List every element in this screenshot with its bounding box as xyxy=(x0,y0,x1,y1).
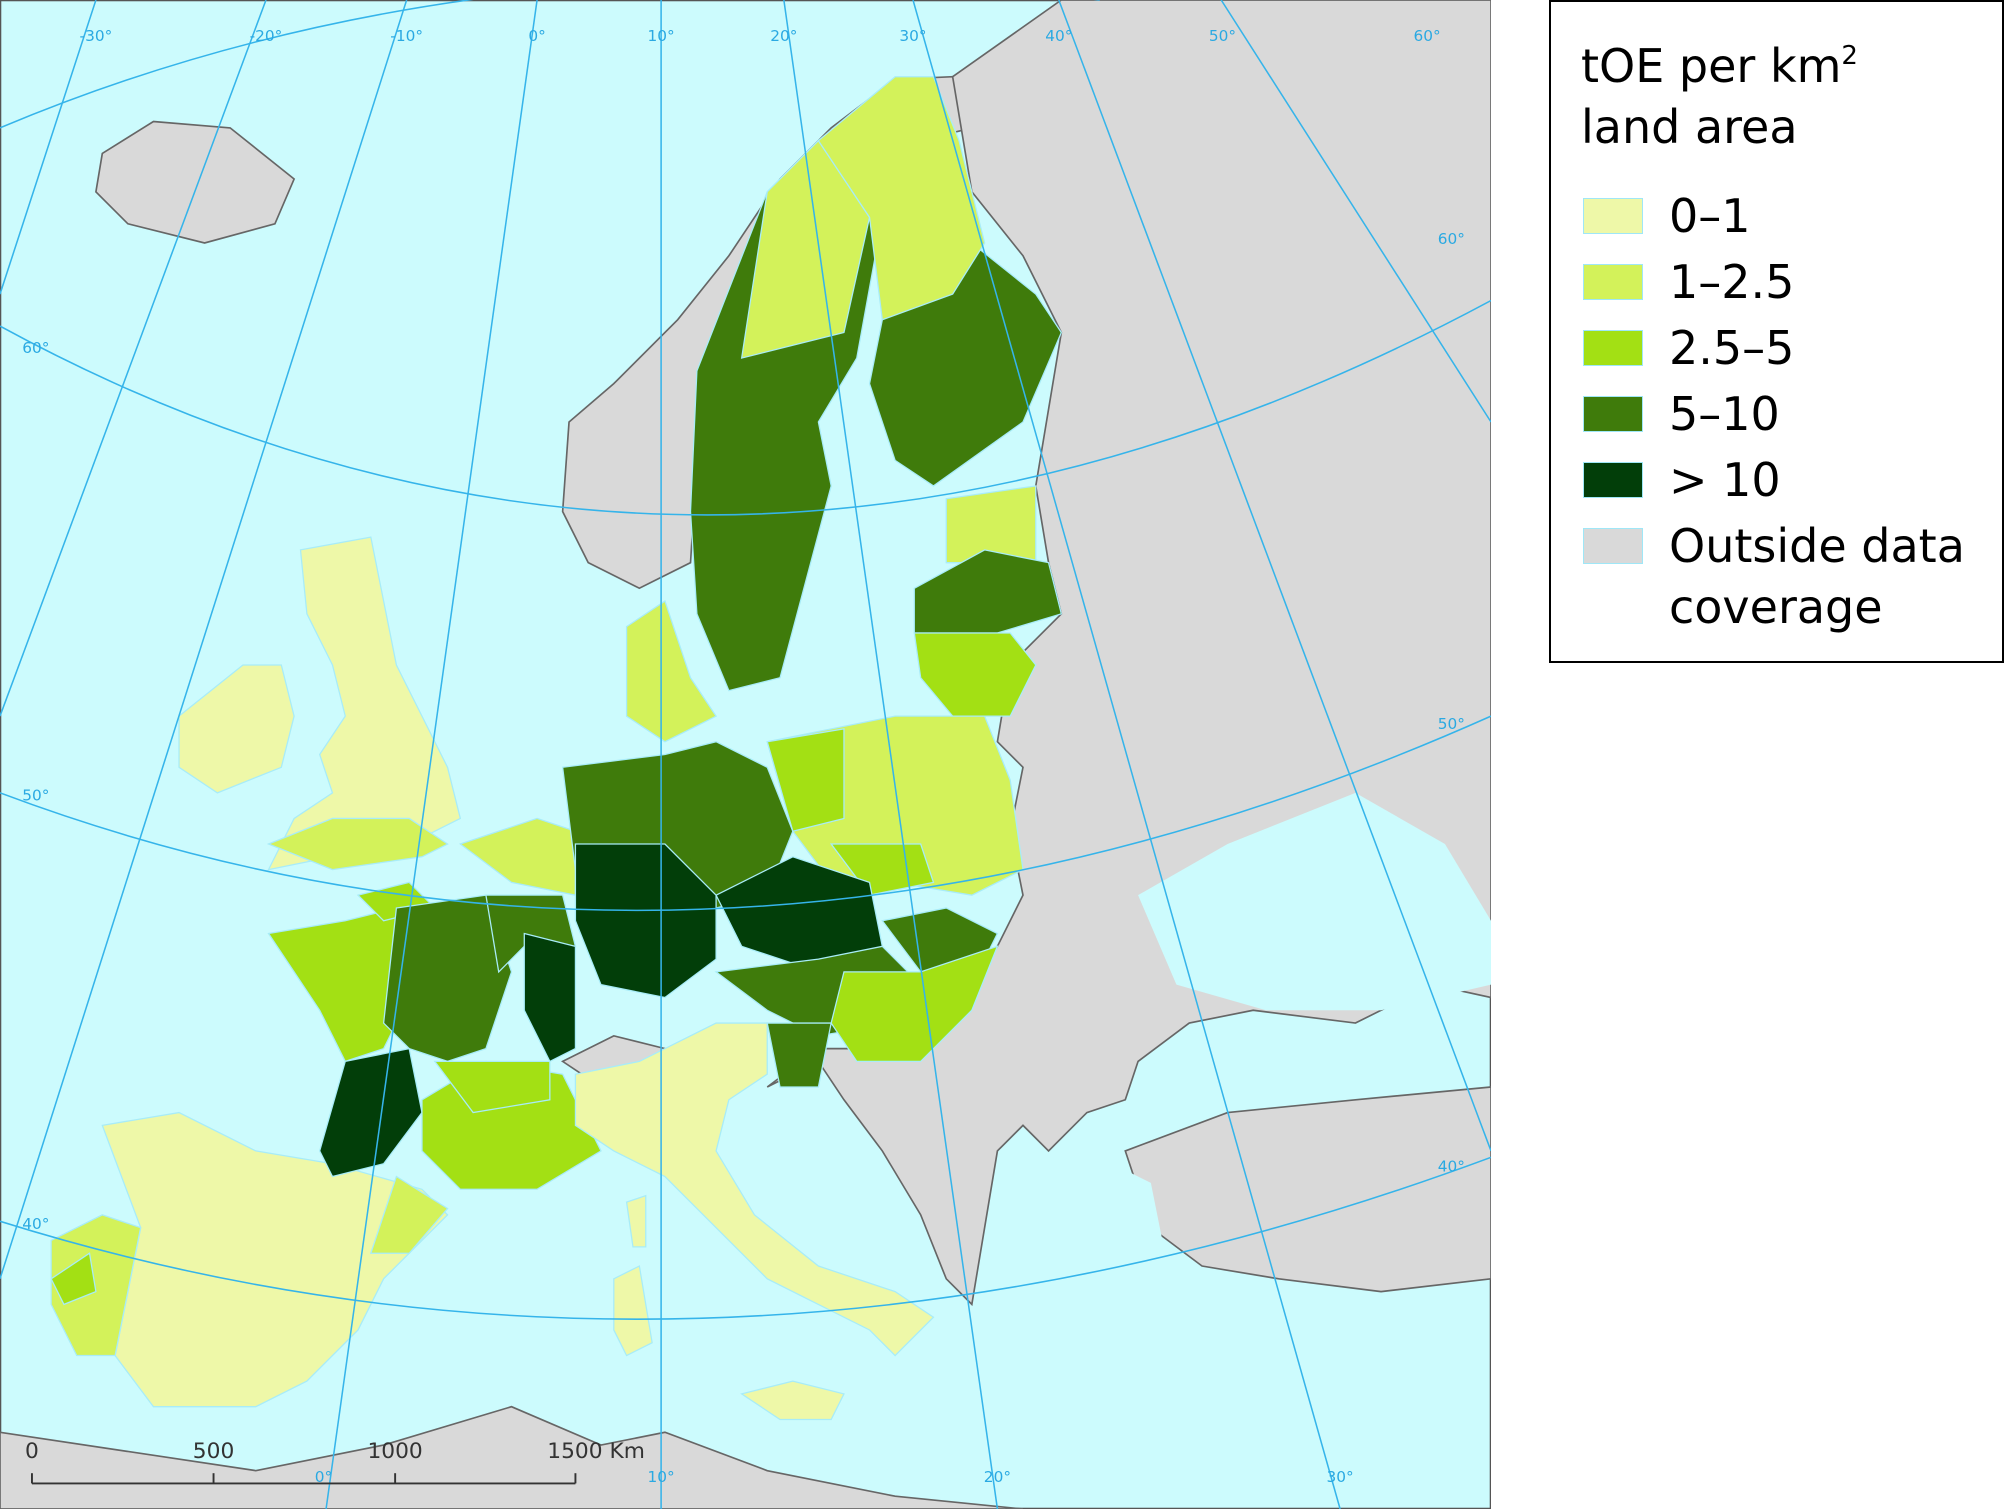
region xyxy=(574,843,717,999)
region xyxy=(740,1380,845,1421)
latitude-label: 60° xyxy=(22,339,49,357)
region xyxy=(766,728,845,832)
region xyxy=(318,1047,423,1178)
legend-swatch xyxy=(1583,396,1643,432)
region xyxy=(613,1265,653,1357)
region xyxy=(523,932,577,1063)
longitude-label: -10° xyxy=(390,27,423,45)
region xyxy=(574,1022,935,1357)
aegean-sea xyxy=(1054,1150,1171,1369)
region xyxy=(766,1022,832,1088)
legend-label: 2.5–5 xyxy=(1669,321,1795,375)
latitude-label: 50° xyxy=(22,787,49,805)
map: -30° -20° -10° 0° 10° 20° 30° 40° 50° 60… xyxy=(0,0,1491,1509)
longitude-label: 0° xyxy=(528,27,545,45)
parallel xyxy=(0,1156,1491,1320)
longitude-label: -30° xyxy=(80,27,113,45)
region xyxy=(50,1252,97,1306)
latitude-label: 40° xyxy=(1438,1157,1465,1175)
legend-label: > 10 xyxy=(1669,453,1781,507)
legend-title-line: land area xyxy=(1581,100,1798,154)
latitude-label: 40° xyxy=(22,1215,49,1233)
meridian xyxy=(0,0,267,717)
scale-bar xyxy=(31,1473,577,1485)
legend-label: Outside data coverage xyxy=(1669,519,1965,634)
scale-label: 500 xyxy=(193,1439,234,1464)
region xyxy=(433,1060,551,1114)
legend-swatch xyxy=(1583,330,1643,366)
legend-swatch xyxy=(1583,528,1643,564)
longitude-label: 30° xyxy=(1327,1468,1354,1486)
legend: tOE per km2 land area 0–1 1–2.5 2.5–5 5–10 > … xyxy=(1549,0,2004,663)
legend-swatch xyxy=(1583,198,1643,234)
legend-swatch xyxy=(1583,264,1643,300)
black-sea xyxy=(1138,792,1491,1011)
region xyxy=(50,1214,142,1357)
longitude-label: 40° xyxy=(1045,27,1072,45)
legend-title-text: tOE per km xyxy=(1581,39,1842,93)
graticule xyxy=(0,0,1491,1509)
region xyxy=(830,945,999,1063)
longitude-label: 20° xyxy=(984,1468,1011,1486)
meridian xyxy=(1058,0,1491,1152)
land xyxy=(95,120,296,244)
longitude-label: 10° xyxy=(648,1468,675,1486)
scale-label: 1000 xyxy=(367,1439,422,1464)
region xyxy=(266,817,449,871)
longitude-label: 20° xyxy=(770,27,797,45)
parallel xyxy=(0,0,1100,129)
meridian xyxy=(783,0,999,1509)
legend-title: tOE per km2 land area xyxy=(1581,36,1858,158)
region xyxy=(625,600,718,743)
scale-labels: 0 500 1000 1500 Km xyxy=(25,1439,645,1464)
land xyxy=(1124,1086,1491,1293)
region xyxy=(625,1194,647,1248)
meridian xyxy=(1220,0,1491,423)
parallel xyxy=(0,299,1491,516)
meridian xyxy=(0,0,408,1280)
graticule-labels: -30° -20° -10° 0° 10° 20° 30° 40° 50° 60… xyxy=(22,27,1465,1486)
region xyxy=(178,664,295,794)
legend-swatch xyxy=(1583,462,1643,498)
longitude-label: -20° xyxy=(250,27,283,45)
longitude-label: 30° xyxy=(899,27,926,45)
parallel xyxy=(0,715,1491,912)
meridian xyxy=(0,0,97,295)
regions xyxy=(50,76,1063,1421)
longitude-label: 10° xyxy=(648,27,675,45)
region xyxy=(913,632,1037,717)
longitude-label: 60° xyxy=(1413,27,1440,45)
longitude-label: 0° xyxy=(315,1468,332,1486)
latitude-label: 60° xyxy=(1438,230,1465,248)
legend-label: 1–2.5 xyxy=(1669,255,1795,309)
region xyxy=(369,1175,449,1254)
meridian xyxy=(912,0,1341,1509)
legend-title-superscript: 2 xyxy=(1841,41,1858,71)
legend-label: 0–1 xyxy=(1669,189,1751,243)
legend-label: 5–10 xyxy=(1669,387,1780,441)
scale-label: 1500 Km xyxy=(547,1439,645,1464)
latitude-label: 50° xyxy=(1438,715,1465,733)
longitude-label: 50° xyxy=(1209,27,1236,45)
region xyxy=(817,76,986,321)
meridian xyxy=(325,0,538,1509)
scale-label: 0 xyxy=(25,1439,39,1464)
